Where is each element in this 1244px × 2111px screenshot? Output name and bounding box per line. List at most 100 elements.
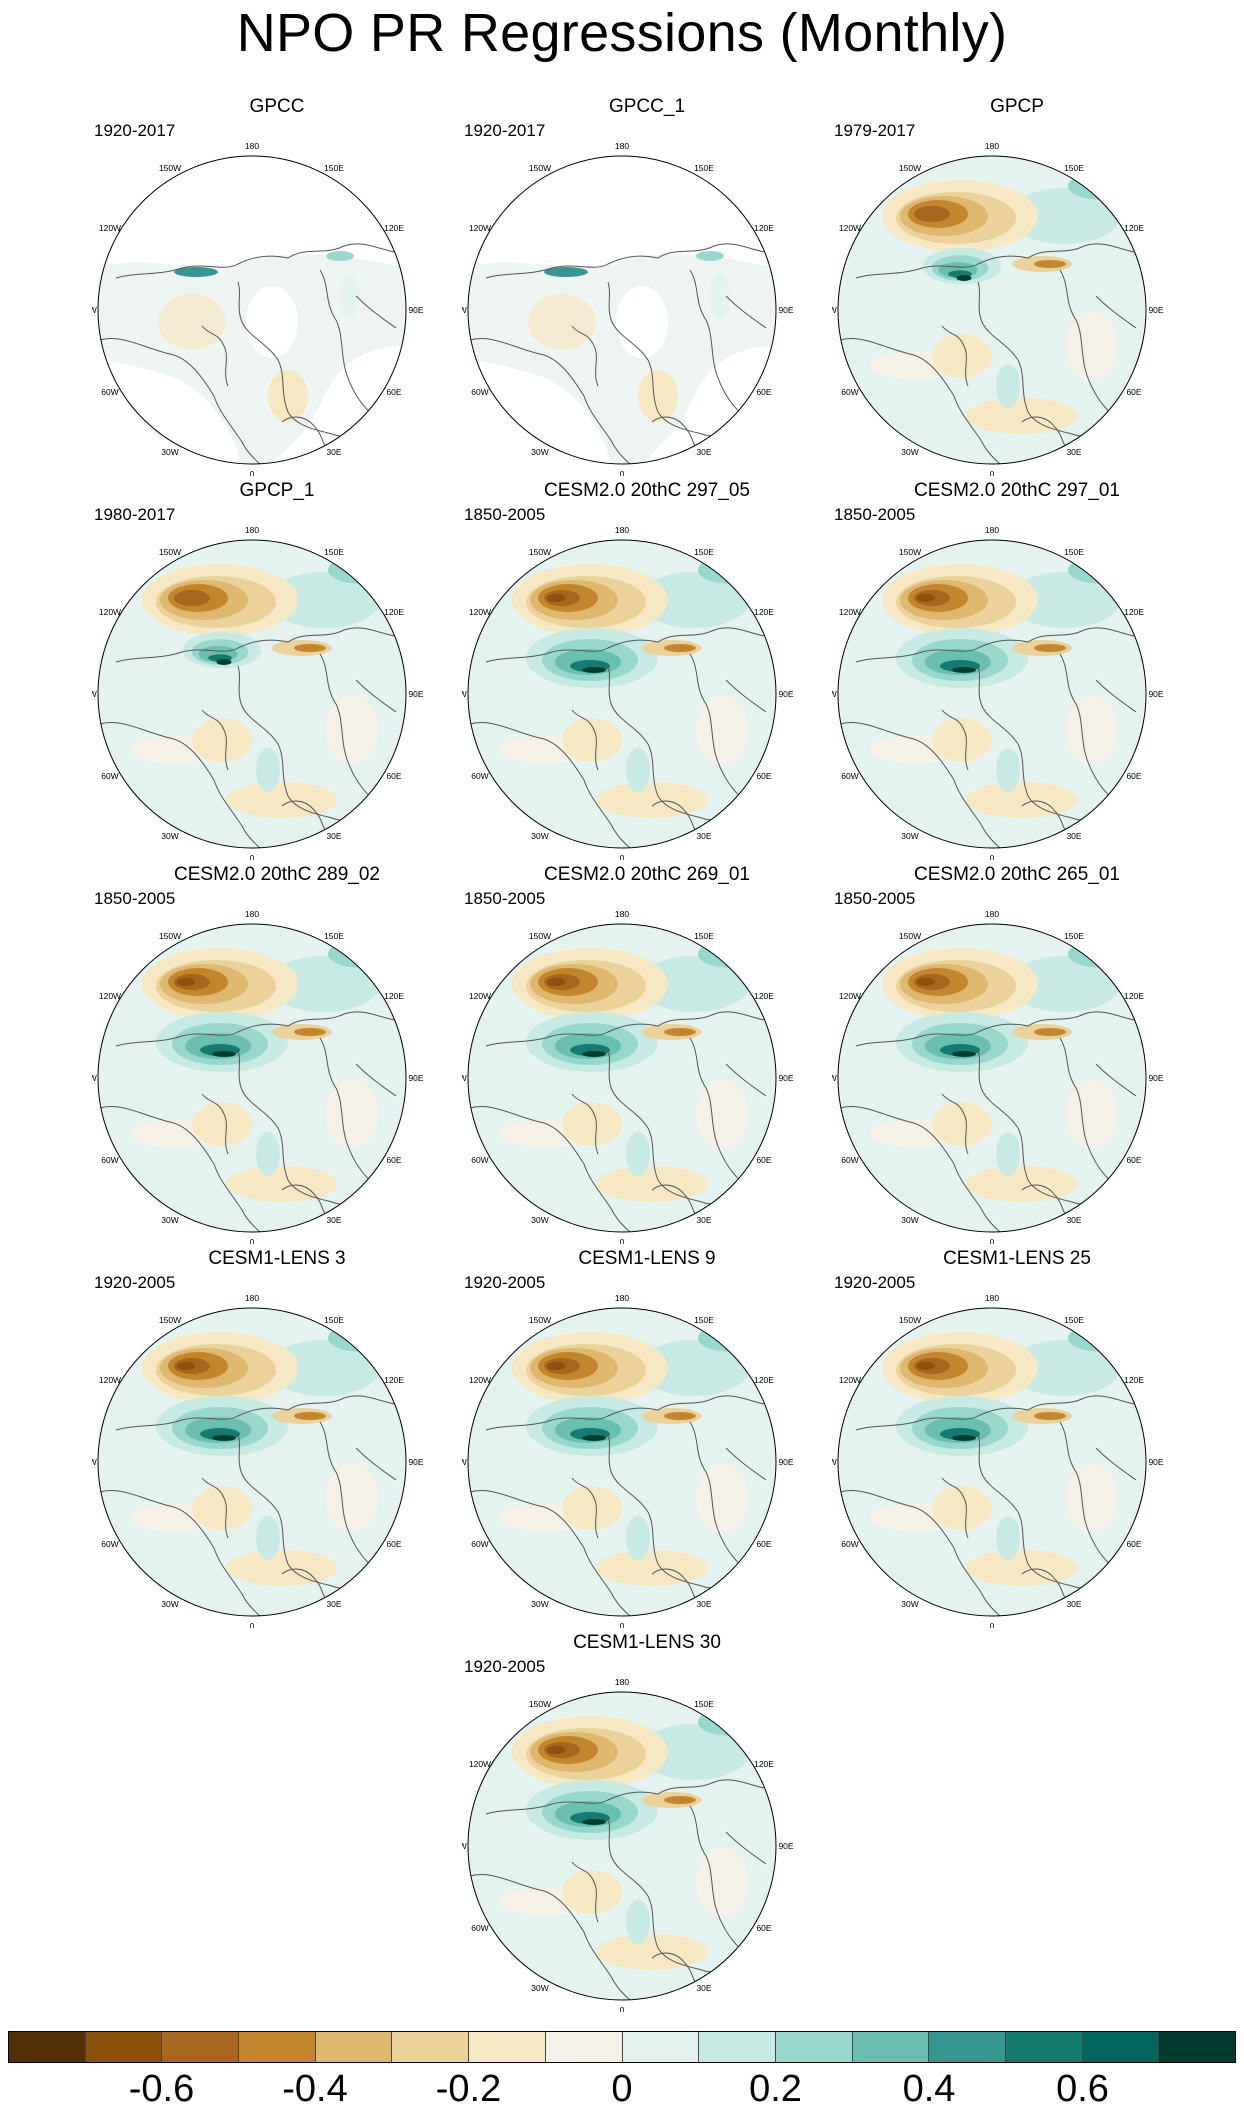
panel-title: GPCP	[990, 96, 1044, 117]
longitude-label: 30W	[161, 831, 178, 841]
longitude-label: 90W	[832, 689, 837, 699]
polar-map: 0 30W 60W 90W 120W 150W 180 150E 120E 90E 60E 30E	[832, 1293, 1164, 1628]
panel-title: CESM1-LENS 9	[578, 1248, 716, 1269]
panel-period: 1920-2005	[94, 1273, 176, 1292]
longitude-label: 0	[990, 853, 995, 860]
longitude-label: 0	[620, 1621, 625, 1628]
colorbar-segment	[929, 2032, 1006, 2062]
longitude-label: 30E	[326, 447, 341, 457]
longitude-label: 60W	[471, 1923, 488, 1933]
longitude-label: 60E	[1126, 1155, 1141, 1165]
longitude-label: 90E	[1148, 689, 1163, 699]
longitude-label: 30W	[901, 1599, 918, 1609]
longitude-label: 120W	[99, 607, 121, 617]
longitude-label: 180	[985, 1293, 999, 1303]
polar-map: 0 30W 60W 90W 120W 150W 180 150E 120E 90E 60E 30E	[832, 141, 1164, 476]
longitude-label: 120E	[754, 1375, 774, 1385]
longitude-label: 30E	[696, 447, 711, 457]
longitude-label: 60E	[756, 771, 771, 781]
longitude-label: 0	[620, 2005, 625, 2012]
colorbar-segment	[545, 2032, 623, 2062]
longitude-label: 30E	[696, 1983, 711, 1993]
longitude-label: 60E	[1126, 387, 1141, 397]
longitude-label: 30W	[161, 1599, 178, 1609]
polar-map: 0 30W 60W 90W 120W 150W 180 150E 120E 90E 60E 30E	[92, 141, 424, 476]
longitude-label: 90W	[92, 1073, 97, 1083]
longitude-label: 120W	[839, 607, 861, 617]
longitude-label: 180	[615, 1293, 629, 1303]
panel-title: CESM2.0 20thC 297_01	[914, 480, 1120, 501]
panel-title: CESM2.0 20thC 297_05	[544, 480, 750, 501]
longitude-label: 30E	[1066, 447, 1081, 457]
colorbar-segment	[85, 2032, 163, 2062]
longitude-label: 180	[985, 525, 999, 535]
panel-title: CESM2.0 20thC 265_01	[914, 864, 1120, 885]
longitude-label: 60E	[386, 1155, 401, 1165]
longitude-label: 0	[250, 1621, 255, 1628]
map-panel: 0 30W 60W 90W 120W 150W 180 150E 120E 90E 60E 30E GP…	[832, 96, 1202, 476]
longitude-label: 90E	[1148, 305, 1163, 315]
colorbar-segment	[9, 2032, 86, 2062]
longitude-label: 30W	[531, 447, 548, 457]
polar-map: 0 30W 60W 90W 120W 150W 180 150E 120E 90E 60E 30E	[462, 1293, 794, 1628]
polar-map: 0 30W 60W 90W 120W 150W 180 150E 120E 90E 60E 30E	[832, 909, 1164, 1244]
longitude-label: 30W	[531, 831, 548, 841]
longitude-label: 120E	[384, 991, 404, 1001]
colorbar-tick: -0.2	[435, 2068, 502, 2110]
longitude-label: 60W	[841, 771, 858, 781]
longitude-label: 30W	[901, 447, 918, 457]
longitude-label: 150W	[899, 1315, 921, 1325]
map-panel: 0 30W 60W 90W 120W 150W 180 150E 120E 90E 60E 30E CE…	[462, 480, 832, 860]
longitude-label: 90W	[462, 1457, 467, 1467]
longitude-label: 180	[245, 525, 259, 535]
longitude-label: 120E	[1124, 607, 1144, 617]
longitude-label: 120E	[1124, 223, 1144, 233]
colorbar	[8, 2031, 1236, 2063]
map-panel: 0 30W 60W 90W 120W 150W 180 150E 120E 90E 60E 30E CE…	[832, 1248, 1202, 1628]
longitude-label: 90W	[92, 1457, 97, 1467]
longitude-label: 0	[250, 853, 255, 860]
longitude-label: 90E	[1148, 1073, 1163, 1083]
map-panel: 0 30W 60W 90W 120W 150W 180 150E 120E 90E 60E 30E GP…	[462, 96, 832, 476]
map-panel: 0 30W 60W 90W 120W 150W 180 150E 120E 90E 60E 30E CE…	[92, 864, 462, 1244]
longitude-label: 60E	[756, 387, 771, 397]
longitude-label: 30E	[1066, 1599, 1081, 1609]
longitude-label: 60E	[386, 1539, 401, 1549]
polar-map: 0 30W 60W 90W 120W 150W 180 150E 120E 90E 60E 30E	[92, 525, 424, 860]
longitude-label: 150E	[1064, 547, 1084, 557]
longitude-label: 180	[985, 141, 999, 151]
colorbar-tick: 0.2	[749, 2068, 802, 2110]
longitude-label: 180	[615, 1677, 629, 1687]
longitude-label: 60W	[841, 1539, 858, 1549]
longitude-label: 60E	[386, 771, 401, 781]
longitude-label: 150W	[899, 163, 921, 173]
longitude-label: 120W	[839, 991, 861, 1001]
panel-period: 1920-2017	[464, 121, 546, 140]
longitude-label: 30W	[531, 1983, 548, 1993]
longitude-label: 60W	[841, 387, 858, 397]
longitude-label: 60W	[471, 1539, 488, 1549]
longitude-label: 30E	[1066, 831, 1081, 841]
longitude-label: 30W	[161, 1215, 178, 1225]
longitude-label: 150W	[529, 547, 551, 557]
map-panel: 0 30W 60W 90W 120W 150W 180 150E 120E 90E 60E 30E CE…	[462, 1632, 832, 2012]
longitude-label: 60W	[471, 771, 488, 781]
longitude-label: 150E	[324, 547, 344, 557]
longitude-label: 180	[615, 141, 629, 151]
longitude-label: 90W	[462, 1841, 467, 1851]
longitude-label: 90E	[778, 1073, 793, 1083]
longitude-label: 30E	[696, 831, 711, 841]
longitude-label: 60W	[101, 1155, 118, 1165]
longitude-label: 150E	[694, 547, 714, 557]
polar-map: 0 30W 60W 90W 120W 150W 180 150E 120E 90E 60E 30E	[462, 1677, 794, 2012]
longitude-label: 120W	[469, 607, 491, 617]
panel-title: CESM1-LENS 30	[573, 1632, 721, 1653]
longitude-label: 0	[990, 1237, 995, 1244]
longitude-label: 30E	[326, 1599, 341, 1609]
longitude-label: 90E	[778, 1841, 793, 1851]
panel-title: GPCP_1	[239, 480, 315, 501]
colorbar-segment	[315, 2032, 393, 2062]
longitude-label: 150W	[899, 547, 921, 557]
colorbar-segment	[239, 2032, 316, 2062]
colorbar-tick: -0.6	[128, 2068, 195, 2110]
